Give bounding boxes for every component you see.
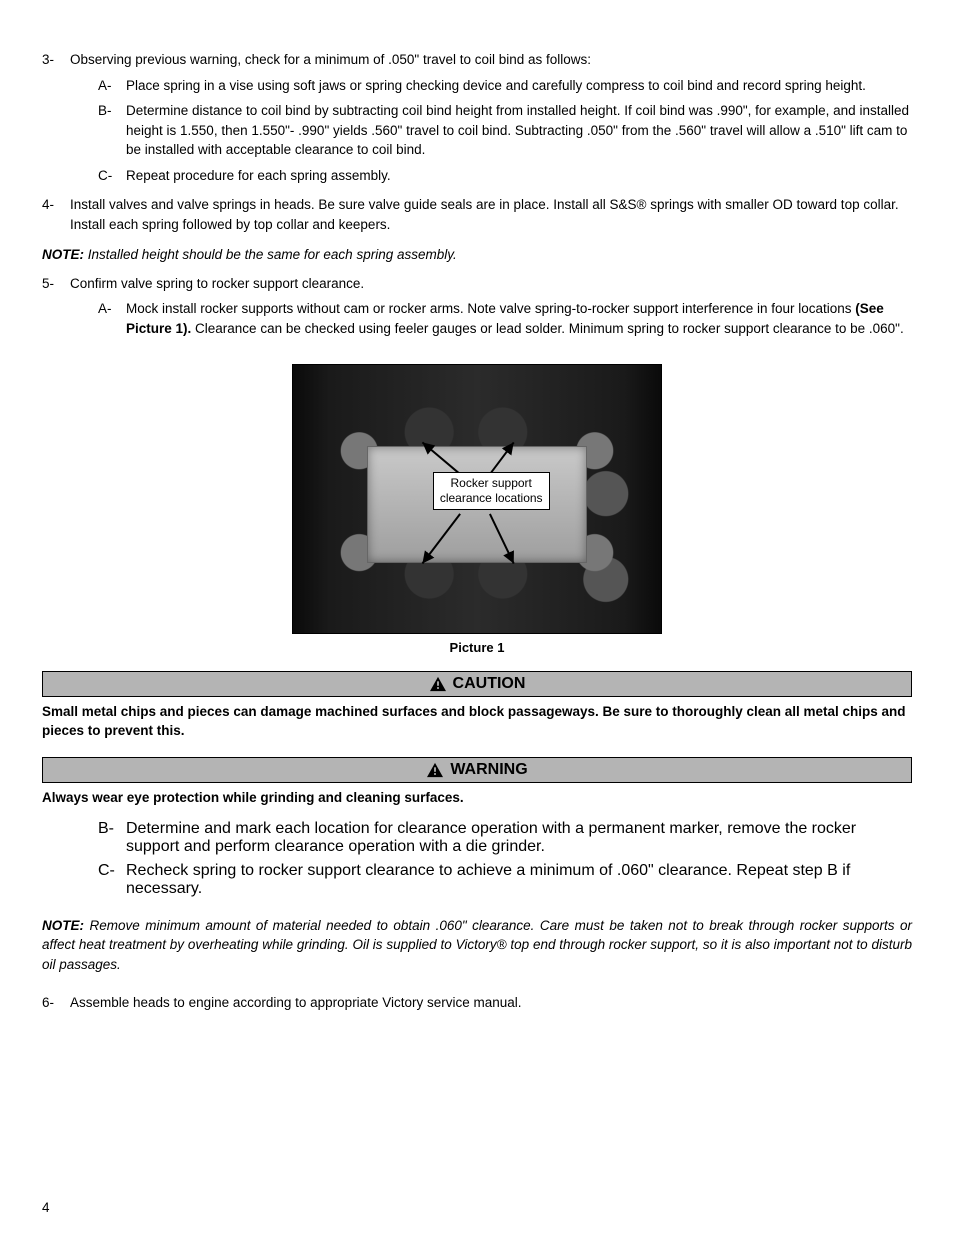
- callout-label: Rocker support clearance locations: [433, 472, 550, 510]
- note-installed-height: NOTE: Installed height should be the sam…: [42, 247, 912, 262]
- step-text: Observing previous warning, check for a …: [70, 52, 591, 67]
- warning-triangle-icon: [426, 762, 444, 778]
- caution-text: Small metal chips and pieces can damage …: [42, 703, 912, 741]
- step-number: 4-: [42, 195, 70, 234]
- substep-list: A-Place spring in a vise using soft jaws…: [70, 76, 912, 186]
- substep-letter: C-: [98, 166, 126, 186]
- warning-triangle-icon: [429, 676, 447, 692]
- step-number: 5-: [42, 274, 70, 345]
- instruction-step-6: 6- Assemble heads to engine according to…: [42, 993, 912, 1013]
- substep-letter: B-: [98, 101, 126, 160]
- substep-text: Repeat procedure for each spring assembl…: [126, 166, 912, 186]
- warning-text: Always wear eye protection while grindin…: [42, 789, 912, 808]
- step-5-sublist: A- Mock install rocker supports without …: [70, 299, 912, 338]
- substep-text: Place spring in a vise using soft jaws o…: [126, 76, 912, 96]
- step-text: Install valves and valve springs in head…: [70, 197, 899, 232]
- substep-text: Mock install rocker supports without cam…: [126, 299, 912, 338]
- warning-heading: WARNING: [450, 761, 527, 779]
- substep-letter: A-: [98, 76, 126, 96]
- photo-rocker-support: Rocker support clearance locations: [292, 364, 662, 634]
- instruction-step-5: 5- Confirm valve spring to rocker suppor…: [42, 274, 912, 345]
- figure-caption: Picture 1: [42, 640, 912, 655]
- step-number: 6-: [42, 993, 70, 1013]
- step-text: Confirm valve spring to rocker support c…: [70, 276, 364, 291]
- substep-letter: A-: [98, 299, 126, 338]
- instruction-list-part1: 3-Observing previous warning, check for …: [42, 50, 912, 235]
- substep-text: Determine distance to coil bind by subtr…: [126, 101, 912, 160]
- page-number: 4: [42, 1200, 50, 1215]
- step-5-continued: B-Determine and mark each location for c…: [42, 820, 912, 898]
- step-number: 3-: [42, 50, 70, 191]
- caution-banner: CAUTION: [42, 671, 912, 697]
- step-text: Assemble heads to engine according to ap…: [70, 993, 912, 1013]
- substep-text: Recheck spring to rocker support clearan…: [126, 862, 912, 898]
- substep-letter: B-: [98, 820, 126, 856]
- caution-heading: CAUTION: [453, 675, 526, 693]
- warning-banner: WARNING: [42, 757, 912, 783]
- figure-picture-1: Rocker support clearance locations Pictu…: [42, 364, 912, 655]
- substep-letter: C-: [98, 862, 126, 898]
- substep-text: Determine and mark each location for cle…: [126, 820, 912, 856]
- note-material-removal: NOTE: Remove minimum amount of material …: [42, 916, 912, 975]
